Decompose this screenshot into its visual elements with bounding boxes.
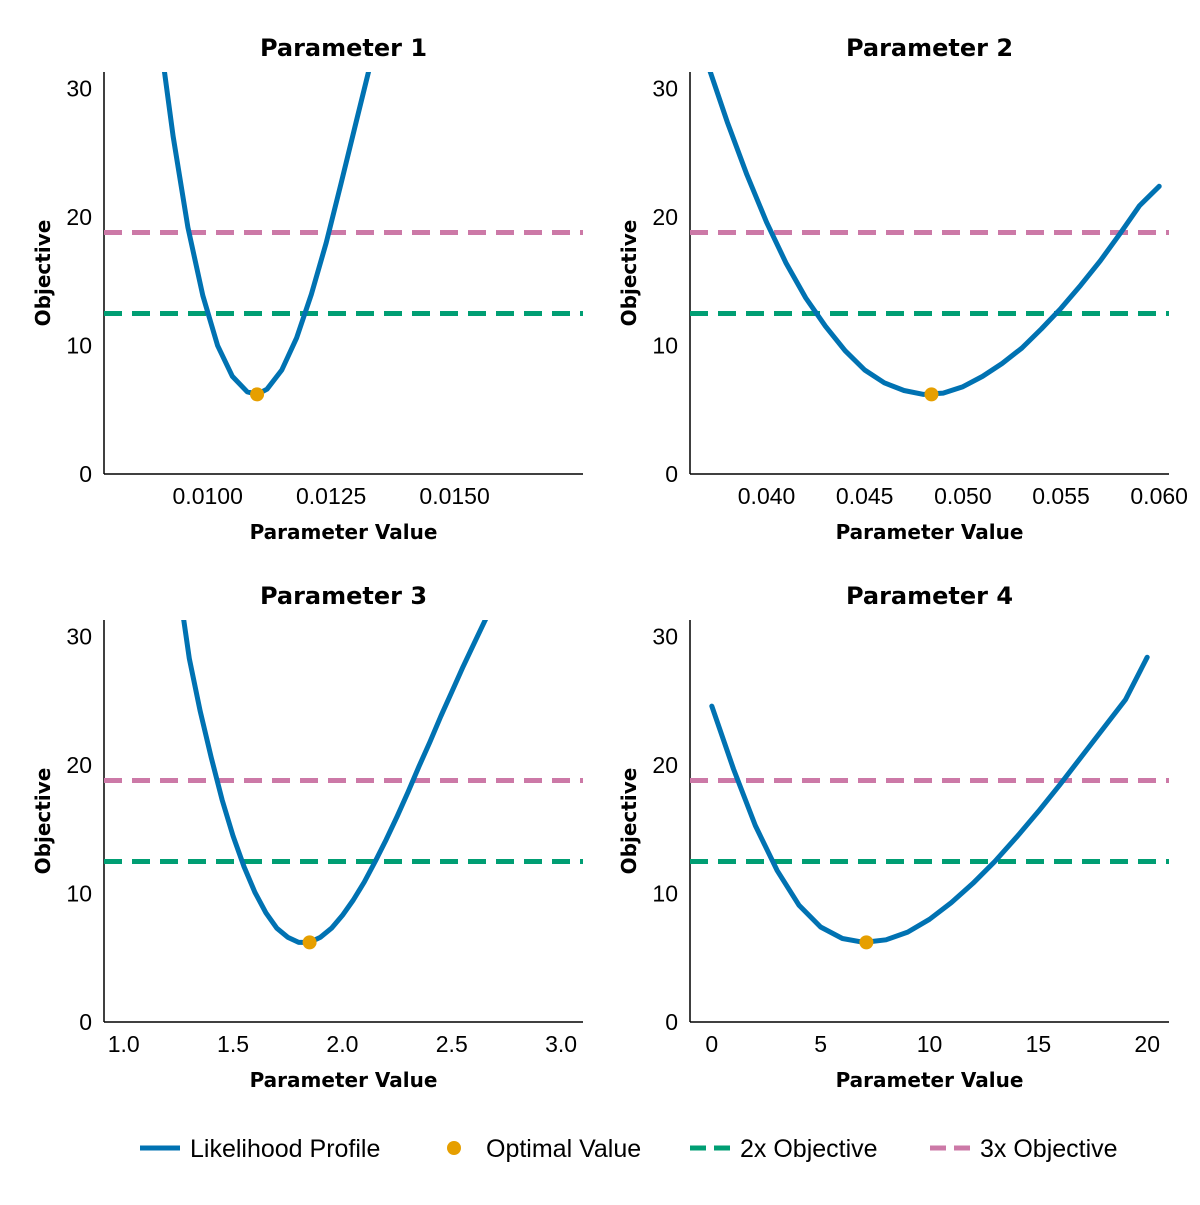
y-axis-label: Objective [31, 768, 55, 875]
legend-label: Optimal Value [486, 1135, 641, 1163]
x-tick-label: 0.045 [836, 483, 894, 509]
x-tick-label: 0.050 [934, 483, 992, 509]
y-tick-label: 0 [79, 461, 92, 487]
legend-label: 3x Objective [980, 1135, 1118, 1163]
y-tick-label: 30 [652, 76, 678, 102]
legend-swatch-dot [447, 1141, 461, 1155]
panel-3: Parameter 3 0 10 20 30 1.0 1.5 2.0 2.5 3.0 Paramet… [31, 582, 583, 1092]
panel-title: Parameter 4 [846, 582, 1013, 610]
x-tick-label: 15 [1026, 1031, 1052, 1057]
y-tick-label: 0 [665, 1009, 678, 1035]
y-tick-label: 0 [665, 461, 678, 487]
y-tick-label: 10 [66, 881, 92, 907]
likelihood-profile-line [161, 72, 372, 397]
likelihood-profile-line [707, 72, 1162, 397]
plot-area [690, 72, 1169, 397]
x-axis-label: Parameter Value [836, 1068, 1024, 1092]
x-tick-label: 3.0 [545, 1031, 577, 1057]
plot-area [104, 72, 583, 397]
y-tick-label: 20 [66, 204, 92, 230]
y-tick-label: 20 [66, 752, 92, 778]
x-tick-label: 0.0125 [296, 483, 366, 509]
x-tick-label: 2.0 [326, 1031, 358, 1057]
y-tick-label: 20 [652, 752, 678, 778]
optimal-value-point [302, 935, 317, 950]
panel-title: Parameter 1 [260, 34, 427, 62]
y-axis-label: Objective [617, 768, 641, 875]
x-tick-label: 1.0 [108, 1031, 140, 1057]
x-tick-label: 10 [917, 1031, 943, 1057]
legend-item: 2x Objective [690, 1135, 878, 1163]
y-tick-label: 10 [66, 333, 92, 359]
likelihood-profile-line [709, 654, 1150, 945]
optimal-value-point [859, 935, 874, 950]
x-tick-label: 2.5 [436, 1031, 468, 1057]
x-tick-label: 0 [705, 1031, 718, 1057]
plot-area [104, 620, 583, 945]
panel-1: Parameter 1 0 10 20 30 0.0100 0.0125 0.0150 Para… [31, 34, 583, 544]
legend-item: Likelihood Profile [140, 1135, 380, 1163]
likelihood-profile-line [181, 620, 489, 945]
y-tick-label: 20 [652, 204, 678, 230]
x-axis-label: Parameter Value [250, 1068, 438, 1092]
x-tick-label: 5 [814, 1031, 827, 1057]
y-tick-label: 10 [652, 881, 678, 907]
x-tick-label: 0.0150 [419, 483, 489, 509]
y-tick-label: 30 [66, 624, 92, 650]
y-tick-label: 30 [66, 76, 92, 102]
y-axis-label: Objective [31, 220, 55, 327]
y-tick-label: 10 [652, 333, 678, 359]
panel-4: Parameter 4 0 10 20 30 0 5 10 15 20 Parameter Valu… [617, 582, 1169, 1092]
x-tick-label: 0.060 [1130, 483, 1188, 509]
panel-title: Parameter 2 [846, 34, 1013, 62]
x-tick-label: 0.040 [738, 483, 796, 509]
x-axis-label: Parameter Value [836, 520, 1024, 544]
optimal-value-point [924, 387, 939, 402]
plot-area [690, 654, 1169, 945]
x-tick-label: 20 [1134, 1031, 1160, 1057]
legend-label: Likelihood Profile [190, 1135, 380, 1163]
y-axis-label: Objective [617, 220, 641, 327]
legend: Likelihood Profile Optimal Value 2x Object… [140, 1135, 1118, 1163]
y-tick-label: 0 [79, 1009, 92, 1035]
x-tick-label: 0.0100 [173, 483, 243, 509]
legend-item: 3x Objective [930, 1135, 1118, 1163]
panel-2: Parameter 2 0 10 20 30 0.040 0.045 0.050 0.055 0.… [617, 34, 1188, 544]
x-axis-label: Parameter Value [250, 520, 438, 544]
x-tick-label: 1.5 [217, 1031, 249, 1057]
legend-label: 2x Objective [740, 1135, 878, 1163]
y-tick-label: 30 [652, 624, 678, 650]
optimal-value-point [250, 387, 265, 402]
x-tick-label: 0.055 [1032, 483, 1090, 509]
panel-title: Parameter 3 [260, 582, 427, 610]
legend-item: Optimal Value [447, 1135, 641, 1163]
